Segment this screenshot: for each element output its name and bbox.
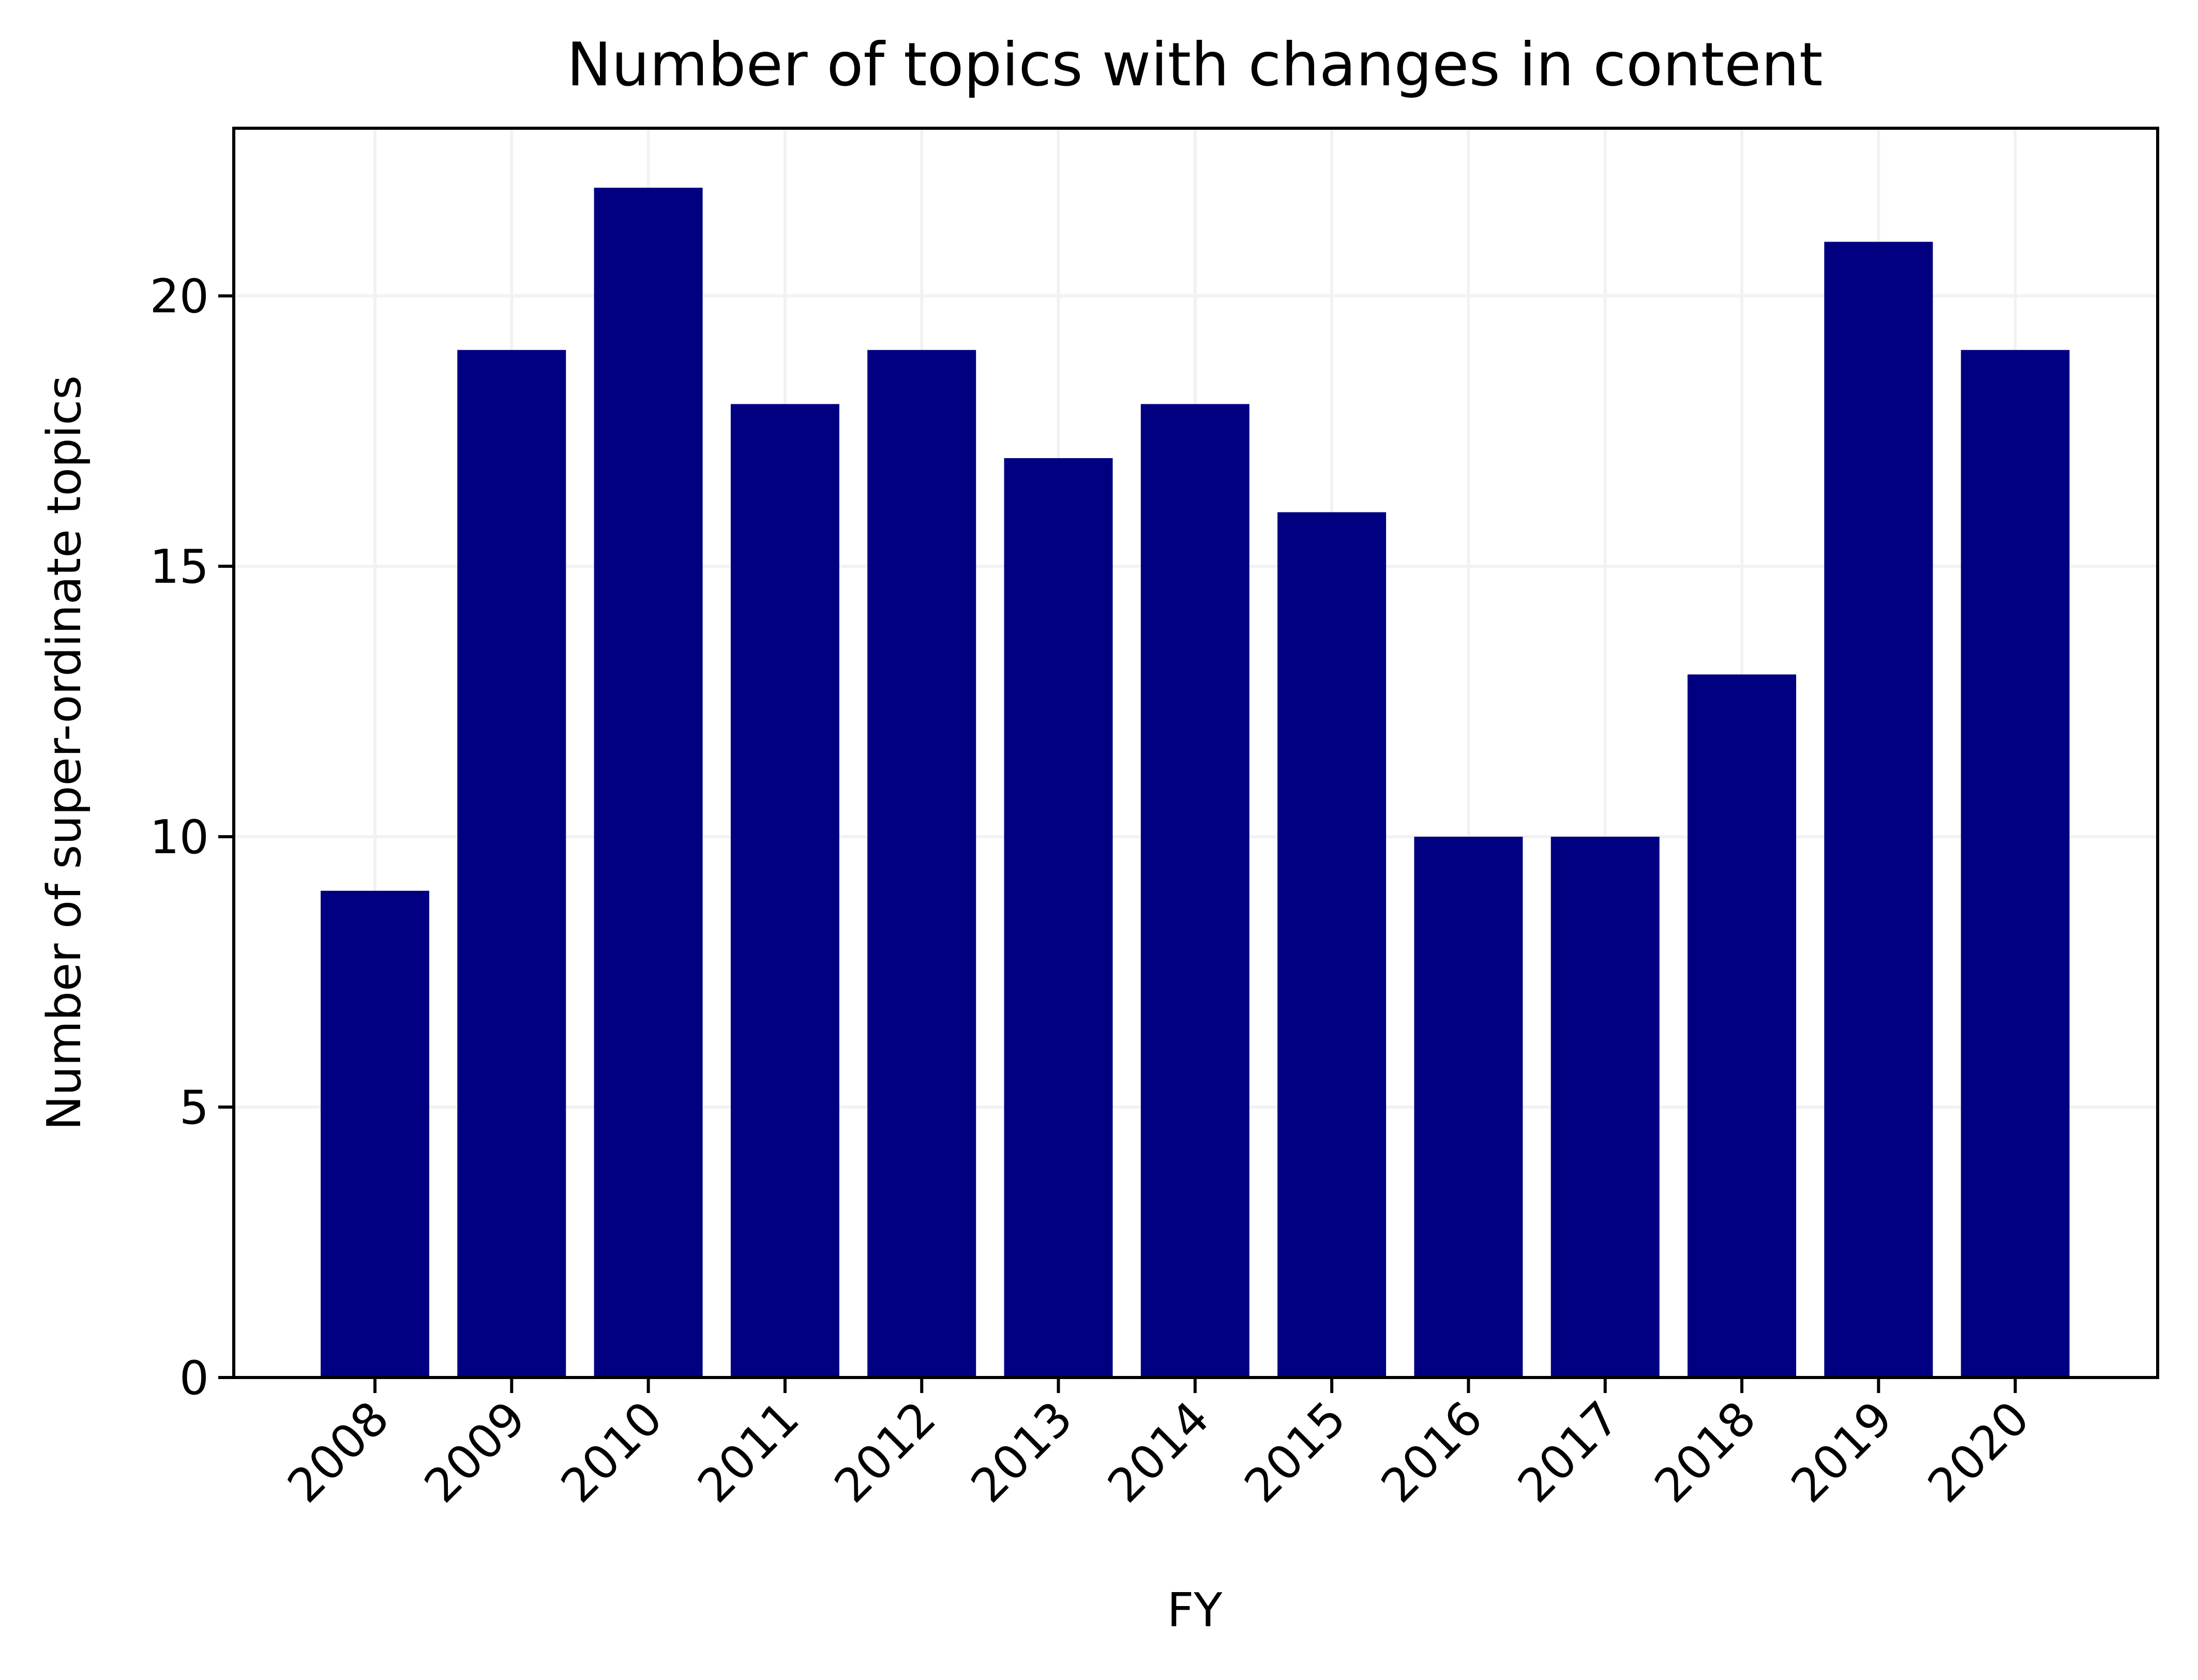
- y-tick-label: 0: [179, 1351, 209, 1405]
- x-tick-label: 2013: [961, 1391, 1083, 1513]
- y-tick-label: 15: [149, 540, 209, 594]
- bar-2008: [321, 890, 429, 1378]
- bar-2017: [1550, 837, 1660, 1378]
- x-tick-label: 2020: [1918, 1391, 2040, 1513]
- bars: [321, 188, 2070, 1378]
- y-tick-label: 20: [149, 269, 209, 324]
- bar-2011: [730, 404, 839, 1378]
- x-tick-label: 2018: [1644, 1391, 1766, 1513]
- x-tick-label: 2011: [687, 1391, 809, 1513]
- y-tick-label: 10: [149, 810, 209, 865]
- bar-2020: [1961, 350, 2070, 1378]
- bar-2018: [1688, 674, 1796, 1378]
- bar-2013: [1004, 458, 1113, 1378]
- bar-2016: [1414, 837, 1523, 1378]
- x-tick-label: 2019: [1781, 1391, 1903, 1513]
- x-tick-label: 2008: [277, 1391, 399, 1513]
- x-tick-label: 2017: [1508, 1391, 1630, 1513]
- chart-title: Number of topics with changes in content: [567, 30, 1823, 100]
- x-tick-label: 2014: [1097, 1391, 1220, 1513]
- bar-2019: [1824, 241, 1933, 1378]
- y-tick-label: 5: [179, 1081, 209, 1135]
- x-tick-label: 2012: [824, 1391, 946, 1513]
- bar-2012: [867, 350, 976, 1378]
- x-axis-label: FY: [1167, 1583, 1223, 1638]
- x-tick-label: 2009: [414, 1391, 536, 1513]
- bar-2015: [1277, 512, 1387, 1378]
- bar-2009: [457, 350, 566, 1378]
- bar-2014: [1140, 404, 1249, 1378]
- y-axis-label: Number of super-ordinate topics: [37, 375, 92, 1130]
- x-tick-label: 2016: [1371, 1391, 1493, 1513]
- x-tick-label: 2015: [1234, 1391, 1356, 1513]
- bar-2010: [594, 188, 703, 1378]
- x-tick-label: 2010: [551, 1391, 673, 1513]
